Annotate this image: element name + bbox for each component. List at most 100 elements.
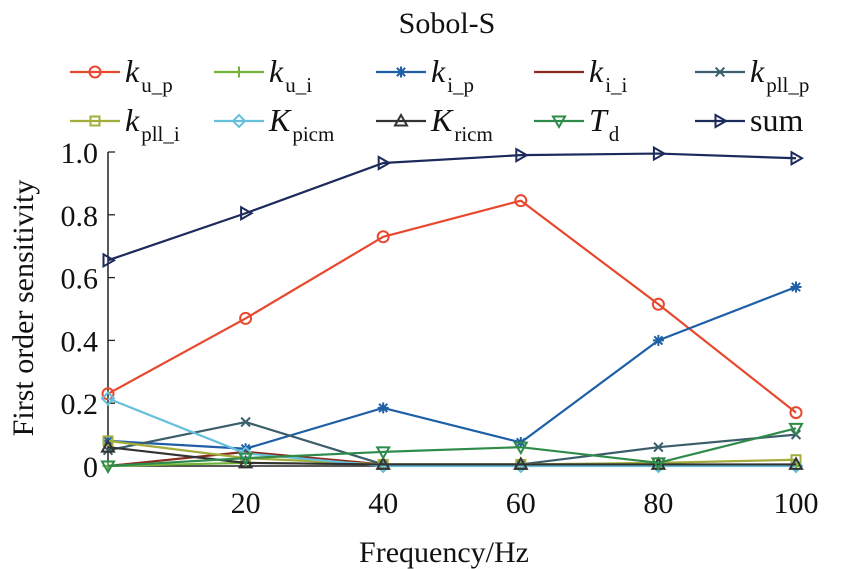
- legend-label-subscript: i_i: [605, 73, 627, 97]
- y-tick-label: 0.2: [61, 388, 99, 421]
- legend-marker: [231, 113, 247, 129]
- legend-label-subscript: u_p: [141, 73, 173, 97]
- legend-label: ku_p: [125, 53, 173, 97]
- series-t-d: [100, 422, 804, 475]
- data-point: [514, 194, 528, 208]
- data-point: [239, 311, 253, 325]
- legend-item-k-i-i: ki_i: [534, 53, 628, 97]
- y-tick-label: 0: [83, 451, 98, 484]
- legend-label: sum: [750, 102, 803, 138]
- legend-label-subscript: pll_i: [141, 122, 180, 146]
- x-tick-label: 80: [643, 487, 673, 520]
- legend-marker: [393, 112, 409, 127]
- legend-label: ki_i: [589, 53, 628, 97]
- legend-label-subscript: ricm: [454, 122, 492, 146]
- legend-item-k-ricm: Kricm: [376, 102, 493, 146]
- series-line: [107, 397, 796, 468]
- data-point: [376, 230, 390, 244]
- data-point: [237, 452, 254, 467]
- data-point: [651, 297, 665, 311]
- legend-item-k-picm: Kpicm: [214, 102, 334, 146]
- y-tick-label: 1.0: [61, 137, 99, 170]
- series-sum: [102, 145, 805, 269]
- legend-marker: [551, 115, 567, 130]
- legend-marker: [395, 66, 407, 78]
- x-axis-label: Frequency/Hz: [359, 536, 529, 569]
- legend-label-subscript: pll_p: [766, 73, 809, 97]
- data-point: [100, 391, 116, 406]
- legend-label-subscript: i_p: [447, 73, 474, 97]
- series-k-u-p: [101, 194, 803, 420]
- data-point: [377, 402, 389, 414]
- data-point: [790, 150, 805, 167]
- data-point: [102, 252, 117, 269]
- legend-item-k-pll-p: kpll_p: [695, 53, 809, 97]
- legend-item-k-pll-i: kpll_i: [70, 102, 180, 146]
- legend-label-subscript: d: [609, 122, 620, 146]
- chart-title: Sobol-S: [399, 7, 496, 40]
- series-line: [107, 285, 797, 450]
- legend-label-main: k: [269, 53, 284, 89]
- legend-item-k-u-i: ku_i: [214, 53, 312, 97]
- data-point: [789, 406, 803, 420]
- data-point: [102, 435, 114, 447]
- data-point: [237, 454, 254, 469]
- legend-marker: [233, 66, 245, 78]
- legend-marker: [714, 113, 729, 129]
- legend-item-sum: sum: [695, 102, 803, 138]
- data-point: [653, 442, 664, 453]
- legend-label: ki_p: [431, 53, 474, 97]
- legend-marker: [89, 115, 101, 127]
- data-point: [240, 416, 251, 428]
- legend-label-subscript: picm: [292, 122, 334, 146]
- legend-label-main: K: [430, 102, 454, 138]
- legend-label-main: T: [589, 102, 609, 138]
- legend-label: Td: [589, 102, 620, 146]
- data-point: [100, 439, 116, 453]
- x-tick-label: 40: [368, 487, 398, 520]
- legend-label-main: k: [431, 53, 446, 89]
- legend-label: ku_i: [269, 53, 312, 97]
- legend-label: Kricm: [430, 102, 493, 146]
- legend-label-main: k: [125, 53, 140, 89]
- data-point: [513, 441, 529, 456]
- data-point: [377, 155, 392, 171]
- y-tick-label: 0.4: [61, 325, 99, 358]
- data-point: [650, 457, 667, 471]
- series-k-i-p: [102, 281, 802, 455]
- x-tick-label: 20: [231, 487, 261, 520]
- x-tick-label: 100: [774, 487, 819, 520]
- data-point: [238, 446, 254, 461]
- legend-label: Kpicm: [268, 102, 334, 146]
- series-line: [107, 199, 797, 414]
- legend-marker: [88, 65, 102, 79]
- legend-item-k-u-p: ku_p: [70, 53, 173, 97]
- data-point: [375, 446, 391, 460]
- series-line: [107, 152, 797, 262]
- legend-item-k-i-p: ki_p: [376, 53, 474, 97]
- y-tick-label: 0.6: [61, 263, 99, 296]
- legend-label-subscript: u_i: [285, 73, 312, 97]
- legend-label: kpll_i: [125, 102, 180, 146]
- y-tick-label: 0.8: [61, 200, 99, 233]
- data-point: [240, 205, 254, 221]
- data-point: [375, 456, 391, 470]
- plot-area: 0 0.2 0.4 0.6 0.8 1.0 20 40 60 80 100: [61, 137, 819, 520]
- legend-label-main: k: [750, 53, 765, 89]
- data-point: [652, 334, 664, 346]
- data-point: [790, 281, 802, 293]
- x-tick-label: 60: [506, 487, 536, 520]
- series-line: [107, 427, 797, 468]
- data-point: [513, 456, 529, 470]
- data-point: [788, 422, 804, 437]
- data-point: [515, 147, 529, 163]
- legend-label-main: k: [125, 102, 140, 138]
- legend-label-main: sum: [750, 102, 803, 138]
- data-point: [100, 460, 116, 475]
- legend-label-main: K: [268, 102, 292, 138]
- legend-label-main: k: [589, 53, 604, 89]
- legend-label: kpll_p: [750, 53, 809, 97]
- y-axis-label: First order sensitivity: [7, 180, 40, 437]
